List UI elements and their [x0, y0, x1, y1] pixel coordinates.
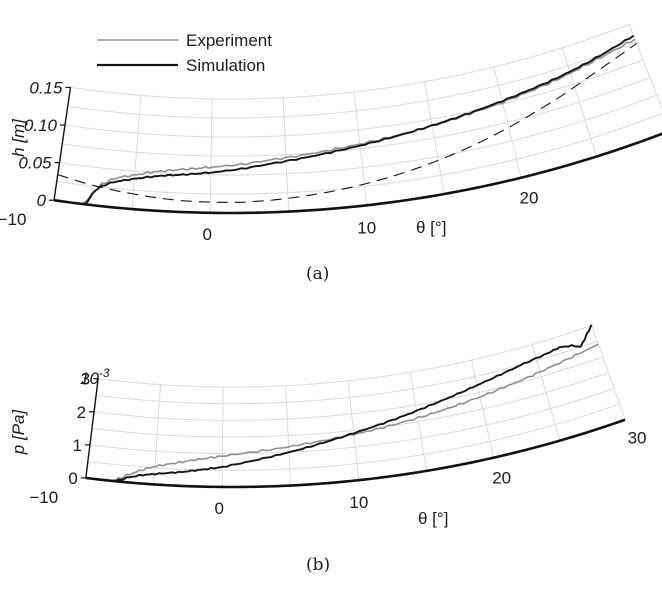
grid-radial — [209, 98, 213, 213]
x-tick-label: −10 — [0, 210, 26, 229]
grid-radial — [531, 344, 561, 441]
grid-radial — [221, 386, 224, 487]
series-line-experiment — [81, 38, 636, 205]
y-axis-b — [85, 378, 99, 479]
y-ticks-a: 0 0.05 0.10 0.15 — [18, 78, 71, 210]
x-tick-label: −10 — [29, 488, 58, 507]
x-axis-label-b: θ [°] — [418, 509, 448, 528]
caption-a: (a) — [306, 264, 329, 284]
legend-experiment-label: Experiment — [186, 31, 272, 50]
x-axis-label-a: θ [°] — [416, 218, 446, 237]
grid-radial — [409, 372, 428, 471]
grid-a — [53, 23, 662, 213]
y-multiplier-exponent: -3 — [99, 366, 110, 380]
grid-radial — [591, 325, 626, 420]
x-tick-label: 20 — [520, 189, 539, 208]
y-tick-label: 3 — [81, 370, 90, 389]
grid-arc — [70, 23, 630, 100]
grid-radial — [153, 384, 162, 485]
y-multiplier-b: 10-3 — [80, 366, 110, 388]
series-line-simulation — [112, 324, 593, 483]
y-tick-label: 0 — [37, 191, 47, 210]
grid-arc — [98, 324, 592, 388]
x-axis-b — [85, 418, 626, 489]
series-line-simulation — [84, 34, 635, 205]
x-tick-label: 30 — [628, 429, 647, 448]
y-ticks-b: 0 1 2 3 — [68, 370, 99, 488]
grid-radial — [131, 95, 142, 210]
series-line-dashed — [57, 42, 637, 203]
series-layer-a — [57, 34, 637, 205]
y-axis-a — [53, 87, 72, 201]
y-tick-label: 0 — [68, 469, 77, 488]
series-line-experiment — [106, 343, 599, 482]
y-multiplier-base: 10 — [80, 369, 99, 388]
grid-radial — [282, 97, 290, 212]
y-tick-label: 0.05 — [18, 154, 52, 173]
grid-arc — [59, 94, 657, 176]
x-tick-label: 0 — [202, 225, 211, 244]
grid-radial — [347, 380, 360, 481]
y-axis-label-a: h [m] — [9, 118, 28, 157]
y-tick-label: 0.15 — [29, 78, 63, 97]
x-axis-a — [53, 132, 662, 215]
grid-arc — [64, 59, 644, 138]
grid-radial — [423, 81, 445, 195]
grid-b — [85, 324, 626, 487]
grid-radial — [628, 24, 662, 111]
legend: Experiment Simulation — [97, 31, 272, 75]
grid-radial — [493, 66, 522, 178]
legend-simulation-label: Simulation — [186, 56, 265, 75]
series-layer-b — [106, 324, 599, 483]
y-axis-label-b: p [Pa] — [9, 409, 28, 456]
grid-radial — [561, 47, 597, 157]
grid-radial — [353, 91, 368, 206]
grid-arc — [96, 340, 598, 405]
grid-radial — [471, 360, 495, 458]
caption-b: (b) — [306, 555, 330, 575]
x-tick-label: 0 — [215, 499, 224, 518]
y-tick-label: 1 — [72, 436, 81, 455]
x-tick-label: 10 — [357, 218, 376, 237]
grid-radial — [285, 385, 292, 486]
x-tick-label: 10 — [349, 493, 368, 512]
y-tick-label: 0.10 — [24, 116, 58, 135]
x-tick-label: 20 — [492, 469, 511, 488]
y-tick-label: 2 — [77, 403, 86, 422]
